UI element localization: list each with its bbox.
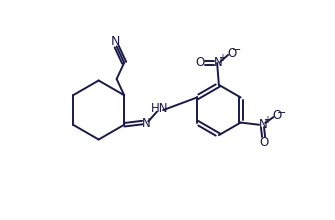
Text: +: + bbox=[263, 115, 271, 125]
Text: N: N bbox=[259, 118, 268, 131]
Text: N: N bbox=[142, 117, 150, 130]
Text: O: O bbox=[227, 47, 237, 60]
Text: O: O bbox=[196, 57, 205, 70]
Text: HN: HN bbox=[151, 102, 169, 115]
Text: N: N bbox=[111, 35, 120, 48]
Text: N: N bbox=[213, 56, 222, 69]
Text: O: O bbox=[273, 109, 282, 122]
Text: +: + bbox=[218, 53, 226, 63]
Text: −: − bbox=[232, 45, 241, 55]
Text: −: − bbox=[277, 108, 286, 117]
Text: O: O bbox=[259, 136, 268, 149]
